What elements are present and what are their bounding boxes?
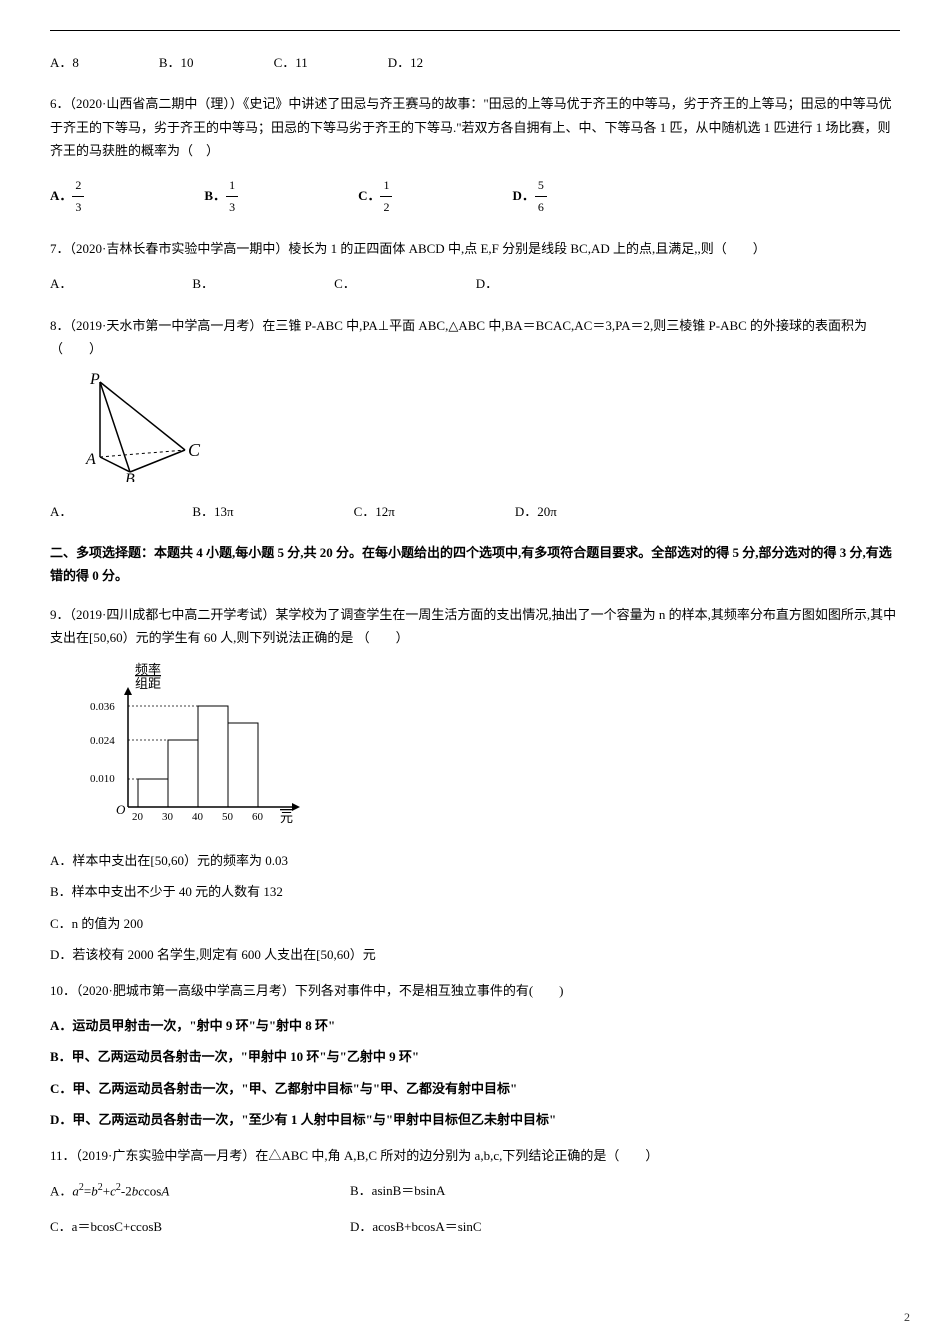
q5-opt-a: A．8 (50, 51, 79, 74)
ylabel-top: 频率 (135, 662, 161, 677)
q10-opt-b: B．甲、乙两运动员各射击一次，"甲射中 10 环"与"乙射中 9 环" (50, 1045, 900, 1068)
top-rule (50, 30, 900, 31)
q11-opt-d: D．acosB+bcosA＝sinC (350, 1215, 650, 1238)
label-B: B (125, 471, 135, 482)
q8-opt-b: B．13π (192, 500, 233, 523)
q8-figure: P A B C (80, 372, 900, 489)
q6-opt-d: D．56 (512, 175, 546, 219)
q9-opt-c: C．n 的值为 200 (50, 912, 900, 935)
section2-header: 二、多项选择题：本题共 4 小题,每小题 5 分,共 20 分。在每小题给出的四… (50, 541, 900, 588)
svg-text:O: O (116, 802, 126, 817)
q5-opt-c: C．11 (274, 51, 308, 74)
q6-opt-b: B．13 (204, 175, 238, 219)
q10-opt-d: D．甲、乙两运动员各射击一次，"至少有 1 人射中目标"与"甲射中目标但乙未射中… (50, 1108, 900, 1131)
q7-opt-c: C． (334, 272, 356, 295)
svg-text:60: 60 (252, 811, 264, 823)
q10-opt-c: C．甲、乙两运动员各射击一次，"甲、乙都射中目标"与"甲、乙都没有射中目标" (50, 1077, 900, 1100)
q11-row1: A．a2=b2+c2‐2bccosA B．asinB＝bsinA (50, 1179, 900, 1203)
q9-opt-d: D．若该校有 2000 名学生,则定有 600 人支出在[50,60）元 (50, 943, 900, 966)
q5-opt-b: B．10 (159, 51, 194, 74)
q7-text: 7．（2020·吉林长春市实验中学高一期中）棱长为 1 的正四面体 ABCD 中… (50, 237, 900, 260)
q7-options: A． B． C． D． (50, 272, 900, 295)
ylabel-bottom: 组距 (135, 676, 161, 691)
q9-chart: 频率 组距 O 0.036 0.024 0.010 20 30 40 50 60… (80, 662, 900, 839)
q6-text: 6．（2020·山西省高二期中（理））《史记》中讲述了田忌与齐王赛马的故事："田… (50, 92, 900, 162)
q10-text: 10．（2020·肥城市第一高级中学高三月考）下列各对事件中，不是相互独立事件的… (50, 979, 900, 1002)
q5-options: A．8 B．10 C．11 D．12 (50, 51, 900, 74)
svg-text:0.010: 0.010 (90, 773, 115, 785)
q11-opt-a: A．a2=b2+c2‐2bccosA (50, 1179, 350, 1203)
q5-opt-d: D．12 (388, 51, 423, 74)
q7-opt-a: A． (50, 272, 72, 295)
q8-options: A． B．13π C．12π D．20π (50, 500, 900, 523)
q9-opt-a: A．样本中支出在[50,60）元的频率为 0.03 (50, 849, 900, 872)
q7-opt-d: D． (476, 272, 498, 295)
q6-opt-c: C．12 (358, 175, 392, 219)
page-number: 2 (904, 1307, 910, 1329)
q10-opt-a: A．运动员甲射击一次，"射中 9 环"与"射中 8 环" (50, 1014, 900, 1037)
q8-opt-c: C．12π (354, 500, 395, 523)
svg-text:0.024: 0.024 (90, 735, 115, 747)
q11-opt-c: C．a＝bcosC+ccosB (50, 1215, 350, 1238)
label-A: A (85, 451, 96, 468)
q8-text: 8．（2019·天水市第一中学高一月考）在三锥 P‐ABC 中,PA⊥平面 AB… (50, 314, 900, 361)
svg-text:20: 20 (132, 811, 144, 823)
label-C: C (188, 440, 201, 460)
svg-text:0.036: 0.036 (90, 701, 115, 713)
label-P: P (89, 372, 100, 388)
q6-opt-a: A．23 (50, 175, 84, 219)
svg-text:30: 30 (162, 811, 174, 823)
svg-text:元: 元 (280, 810, 293, 825)
q11-opt-b: B．asinB＝bsinA (350, 1179, 650, 1203)
q7-opt-b: B． (192, 272, 214, 295)
q6-options: A．23 B．13 C．12 D．56 (50, 175, 900, 219)
q9-opt-b: B．样本中支出不少于 40 元的人数有 132 (50, 880, 900, 903)
svg-text:50: 50 (222, 811, 234, 823)
svg-text:40: 40 (192, 811, 204, 823)
q11-row2: C．a＝bcosC+ccosB D．acosB+bcosA＝sinC (50, 1215, 900, 1238)
q8-opt-d: D．20π (515, 500, 557, 523)
q8-opt-a: A． (50, 500, 72, 523)
q11-text: 11．（2019·广东实验中学高一月考）在△ABC 中,角 A,B,C 所对的边… (50, 1144, 900, 1167)
q9-text: 9．（2019·四川成都七中高二开学考试）某学校为了调查学生在一周生活方面的支出… (50, 603, 900, 650)
